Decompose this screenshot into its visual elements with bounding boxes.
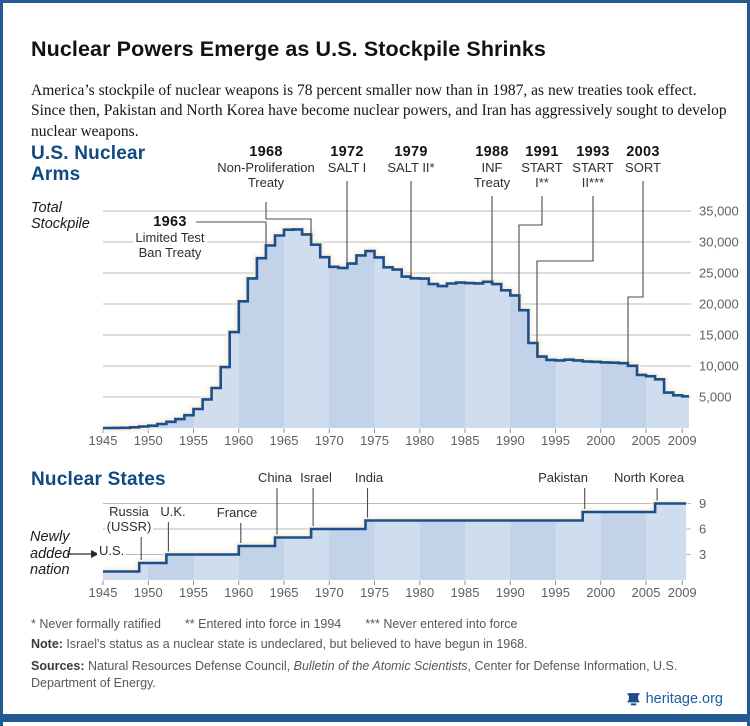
y-axis-label: 6 <box>699 522 706 537</box>
sources-line: Sources: Natural Resources Defense Counc… <box>31 658 727 692</box>
bottom-accent-bar <box>3 714 747 722</box>
x-axis-label: 1960 <box>224 585 253 600</box>
newly-added-arrowhead <box>91 550 99 558</box>
x-axis-label: 1965 <box>270 433 299 448</box>
year-band <box>329 229 375 428</box>
charts-canvas: 5,000 10,000 15,000 20,000 25,000 30,000 35,00… <box>67 181 739 600</box>
treaty-pointer-2003 <box>627 181 644 363</box>
x-axis-label: 1985 <box>451 433 480 448</box>
year-band <box>148 503 194 580</box>
year-band <box>510 503 556 580</box>
year-band <box>419 503 466 580</box>
states-chart-title: Nuclear States <box>31 469 166 490</box>
treaty-pointer-1963 <box>196 221 267 244</box>
year-band <box>238 229 285 428</box>
y-axis-label: 15,000 <box>699 328 739 343</box>
page-title: Nuclear Powers Emerge as U.S. Stockpile … <box>31 37 546 62</box>
x-axis-label: 1970 <box>315 585 344 600</box>
y-axis-label: 35,000 <box>699 204 739 219</box>
x-axis-label: 1950 <box>134 433 163 448</box>
x-axis-label: 1960 <box>224 433 253 448</box>
x-axis-label: 1995 <box>541 585 570 600</box>
x-axis-label: 2005 <box>632 585 661 600</box>
x-axis-label: 1985 <box>451 585 480 600</box>
x-axis-label: 1945 <box>89 585 118 600</box>
sources-label: Sources: <box>31 659 85 673</box>
treaty-pointer-1993 <box>536 196 594 354</box>
treaty-pointer-1991 <box>518 196 543 308</box>
x-axis-label: 1990 <box>496 433 525 448</box>
x-axis-label: 1965 <box>270 585 299 600</box>
x-axis-label: 2000 <box>586 585 615 600</box>
stockpile-axis-label: Total Stockpile <box>31 200 90 232</box>
stockpile-chart: 5,000 10,000 15,000 20,000 25,000 30,000 35,00… <box>89 181 739 448</box>
x-axis-label: 2000 <box>586 433 615 448</box>
sources-publication: Bulletin of the Atomic Scientists <box>293 659 468 673</box>
x-axis-label: 1995 <box>541 433 570 448</box>
page-subtitle: America’s stockpile of nuclear weapons i… <box>31 81 727 140</box>
x-axis-label: 1975 <box>360 585 389 600</box>
y-axis-label: 30,000 <box>699 235 739 250</box>
y-axis-label: 5,000 <box>699 390 732 405</box>
treaty-pointer-1968 <box>265 202 312 243</box>
stockpile-line <box>103 228 689 430</box>
x-axis-label: 1955 <box>179 433 208 448</box>
newly-added-nation-label: Newly added nation <box>30 529 71 578</box>
year-band <box>600 503 647 580</box>
x-axis-label: 2009 <box>668 433 697 448</box>
x-axis-label: 1945 <box>89 433 118 448</box>
brand-text[interactable]: heritage.org <box>645 691 723 707</box>
y-axis-label: 20,000 <box>699 297 739 312</box>
year-band <box>510 229 556 428</box>
y-axis-label: 10,000 <box>699 359 739 374</box>
footnote-ratified: * Never formally ratified <box>31 617 161 631</box>
y-axis-label: 3 <box>699 547 706 562</box>
x-axis-label: 1955 <box>179 585 208 600</box>
year-band <box>600 229 647 428</box>
footnote-row: * Never formally ratified ** Entered int… <box>31 617 517 631</box>
x-axis-label: 1950 <box>134 585 163 600</box>
year-band <box>419 229 466 428</box>
sources-post: , Center for Defense Information, U.S. D… <box>31 659 678 690</box>
note-label: Note: <box>31 637 63 651</box>
stockpile-chart-title: U.S. Nuclear Arms <box>31 143 146 185</box>
x-axis-label: 2009 <box>668 585 697 600</box>
x-axis-label: 1990 <box>496 585 525 600</box>
x-axis-label: 1975 <box>360 433 389 448</box>
y-axis-label: 9 <box>699 496 706 511</box>
x-axis-label: 2005 <box>632 433 661 448</box>
x-axis-label: 1980 <box>405 433 434 448</box>
footnote-never-force: *** Never entered into force <box>365 617 518 631</box>
y-axis-label: 25,000 <box>699 266 739 281</box>
liberty-bell-icon <box>626 692 641 707</box>
sources-pre: Natural Resources Defense Council, <box>84 659 294 673</box>
year-band <box>148 229 194 428</box>
x-axis-label: 1980 <box>405 585 434 600</box>
heritage-brand[interactable]: heritage.org <box>626 691 723 707</box>
states-line <box>103 502 686 573</box>
x-axis-label: 1970 <box>315 433 344 448</box>
footnote-force-1994: ** Entered into force in 1994 <box>184 617 342 631</box>
note-line: Note: Israel’s status as a nuclear state… <box>31 636 731 653</box>
states-chart: 3 6 9 1945 1950 1955 1960 1965 1970 1975 1980 1985 1… <box>67 488 706 600</box>
note-text: Israel’s status as a nuclear state is un… <box>62 637 528 651</box>
